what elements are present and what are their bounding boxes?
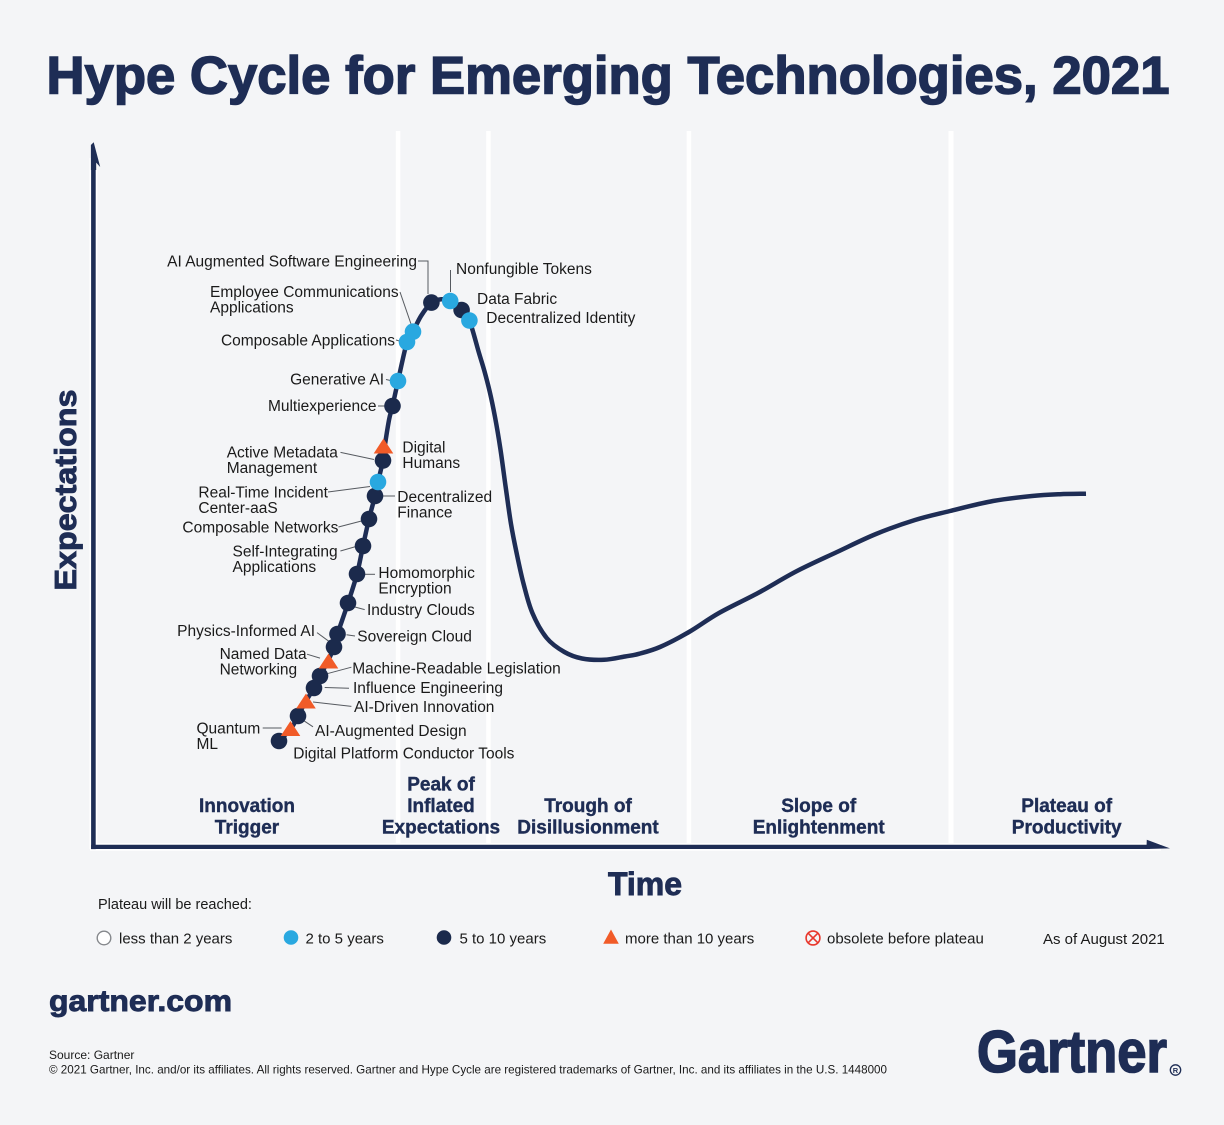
svg-text:Hype Cycle for Emerging Techno: Hype Cycle for Emerging Technologies, 20… (47, 47, 1170, 106)
svg-text:Trough of: Trough of (544, 796, 632, 817)
svg-text:Applications: Applications (210, 300, 294, 317)
svg-text:Decentralized Identity: Decentralized Identity (486, 310, 635, 327)
svg-text:Homomorphic: Homomorphic (378, 565, 475, 582)
svg-text:Networking: Networking (220, 662, 298, 679)
svg-text:Management: Management (227, 460, 318, 477)
svg-text:Plateau of: Plateau of (1021, 796, 1112, 817)
svg-text:Composable Applications: Composable Applications (221, 332, 395, 349)
svg-text:2 to 5 years: 2 to 5 years (306, 931, 384, 948)
svg-text:obsolete before plateau: obsolete before plateau (827, 931, 984, 948)
svg-text:Encryption: Encryption (378, 581, 451, 598)
svg-text:Named Data: Named Data (220, 646, 307, 663)
svg-text:Applications: Applications (233, 559, 317, 576)
svg-text:Disillusionment: Disillusionment (517, 818, 659, 839)
svg-text:AI-Driven Innovation: AI-Driven Innovation (354, 699, 494, 716)
svg-text:Peak of: Peak of (407, 775, 475, 796)
svg-text:more than 10 years: more than 10 years (625, 931, 754, 948)
svg-text:Real-Time Incident: Real-Time Incident (198, 485, 328, 502)
svg-text:Composable Networks: Composable Networks (182, 520, 338, 537)
svg-text:Productivity: Productivity (1012, 818, 1122, 839)
svg-text:Expectations: Expectations (382, 818, 500, 839)
svg-text:Source: Gartner: Source: Gartner (49, 1048, 134, 1062)
svg-text:Expectations: Expectations (49, 390, 83, 591)
svg-text:Nonfungible Tokens: Nonfungible Tokens (456, 261, 592, 278)
svg-text:Employee Communications: Employee Communications (210, 284, 399, 301)
svg-text:Machine-Readable Legislation: Machine-Readable Legislation (352, 661, 561, 678)
svg-text:Digital: Digital (402, 440, 445, 457)
svg-text:Self-Integrating: Self-Integrating (233, 543, 338, 560)
svg-text:Finance: Finance (397, 505, 452, 522)
svg-text:AI Augmented Software Engineer: AI Augmented Software Engineering (167, 254, 417, 271)
svg-text:less than 2 years: less than 2 years (119, 931, 232, 948)
svg-text:Multiexperience: Multiexperience (268, 398, 377, 415)
svg-text:Humans: Humans (402, 455, 460, 472)
svg-text:gartner.com: gartner.com (49, 985, 232, 1018)
svg-text:© 2021 Gartner, Inc. and/or it: © 2021 Gartner, Inc. and/or its affiliat… (49, 1063, 887, 1077)
svg-text:5 to 10 years: 5 to 10 years (460, 931, 547, 948)
svg-text:Active Metadata: Active Metadata (227, 445, 339, 462)
svg-text:Inflated: Inflated (407, 796, 475, 817)
svg-text:Center-aaS: Center-aaS (198, 500, 277, 517)
svg-text:Industry Clouds: Industry Clouds (367, 602, 475, 619)
svg-text:Innovation: Innovation (199, 796, 295, 817)
svg-text:As of August 2021: As of August 2021 (1043, 931, 1165, 948)
svg-text:Decentralized: Decentralized (397, 489, 492, 506)
svg-text:Data Fabric: Data Fabric (477, 291, 557, 308)
svg-text:Digital Platform Conductor Too: Digital Platform Conductor Tools (293, 745, 514, 762)
svg-text:R: R (1173, 1066, 1179, 1075)
svg-text:Quantum: Quantum (197, 720, 261, 737)
svg-text:Physics-Informed AI: Physics-Informed AI (177, 623, 315, 640)
svg-text:AI-Augmented Design: AI-Augmented Design (315, 723, 467, 740)
svg-text:ML: ML (197, 736, 219, 753)
svg-text:Sovereign Cloud: Sovereign Cloud (357, 628, 472, 645)
svg-text:Plateau will be reached:: Plateau will be reached: (98, 897, 252, 913)
svg-text:Enlightenment: Enlightenment (753, 818, 886, 839)
svg-text:Influence Engineering: Influence Engineering (353, 680, 503, 697)
svg-text:Generative AI: Generative AI (290, 371, 384, 388)
svg-text:Slope of: Slope of (781, 796, 857, 817)
svg-text:Time: Time (608, 866, 682, 902)
svg-text:Trigger: Trigger (215, 818, 280, 839)
svg-text:Gartner: Gartner (977, 1019, 1167, 1085)
